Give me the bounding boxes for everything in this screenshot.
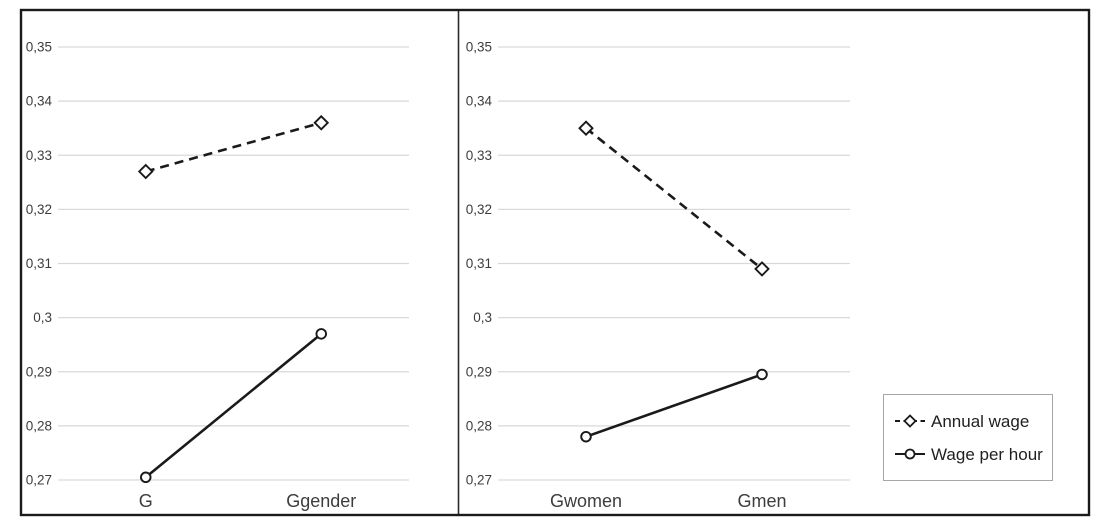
legend-item-annual-wage: Annual wage bbox=[894, 413, 1052, 430]
category-label: Gmen bbox=[737, 491, 786, 511]
diamond-marker bbox=[137, 163, 154, 180]
y-tick-label: 0,33 bbox=[466, 148, 492, 163]
y-tick-label: 0,3 bbox=[33, 310, 52, 325]
y-tick-label: 0,27 bbox=[26, 473, 52, 488]
solid-circle-legend-icon bbox=[895, 448, 925, 460]
dashed-diamond-legend-icon bbox=[895, 414, 925, 428]
diamond-marker bbox=[578, 120, 594, 137]
y-tick-label: 0,3 bbox=[473, 310, 492, 325]
y-tick-label: 0,33 bbox=[26, 148, 52, 163]
y-tick-label: 0,34 bbox=[466, 94, 493, 109]
series-line-solid bbox=[144, 332, 323, 479]
legend-label-annual-wage: Annual wage bbox=[931, 411, 1030, 431]
y-tick-label: 0,35 bbox=[26, 40, 52, 55]
y-tick-label: 0,31 bbox=[26, 256, 52, 271]
category-label: G bbox=[139, 491, 153, 511]
y-tick-label: 0,32 bbox=[466, 202, 492, 217]
y-tick-label: 0,31 bbox=[466, 256, 492, 271]
y-tick-label: 0,28 bbox=[26, 418, 52, 433]
circle-marker bbox=[139, 471, 152, 484]
series-line-dashed bbox=[145, 121, 322, 173]
y-tick-label: 0,27 bbox=[466, 473, 492, 488]
y-tick-label: 0,35 bbox=[466, 40, 492, 55]
y-tick-label: 0,29 bbox=[466, 364, 492, 379]
circle-marker bbox=[756, 368, 768, 381]
circle-marker bbox=[315, 328, 328, 340]
y-tick-label: 0,32 bbox=[26, 202, 52, 217]
series-line-solid bbox=[585, 373, 763, 438]
series-line-dashed bbox=[585, 127, 763, 270]
category-label: Ggender bbox=[286, 491, 356, 511]
y-tick-label: 0,29 bbox=[26, 364, 52, 379]
figure-frame bbox=[19, 8, 1091, 517]
legend-item-wage-per-hour: Wage per hour bbox=[894, 446, 1052, 463]
y-tick-label: 0,28 bbox=[466, 418, 492, 433]
legend: Annual wage Wage per hour bbox=[883, 394, 1053, 481]
category-label: Gwomen bbox=[550, 491, 622, 511]
y-tick-label: 0,34 bbox=[26, 94, 53, 109]
diamond-marker bbox=[754, 261, 770, 277]
legend-label-wage-per-hour: Wage per hour bbox=[931, 444, 1043, 464]
diamond-marker bbox=[313, 114, 330, 131]
circle-marker bbox=[580, 430, 592, 443]
